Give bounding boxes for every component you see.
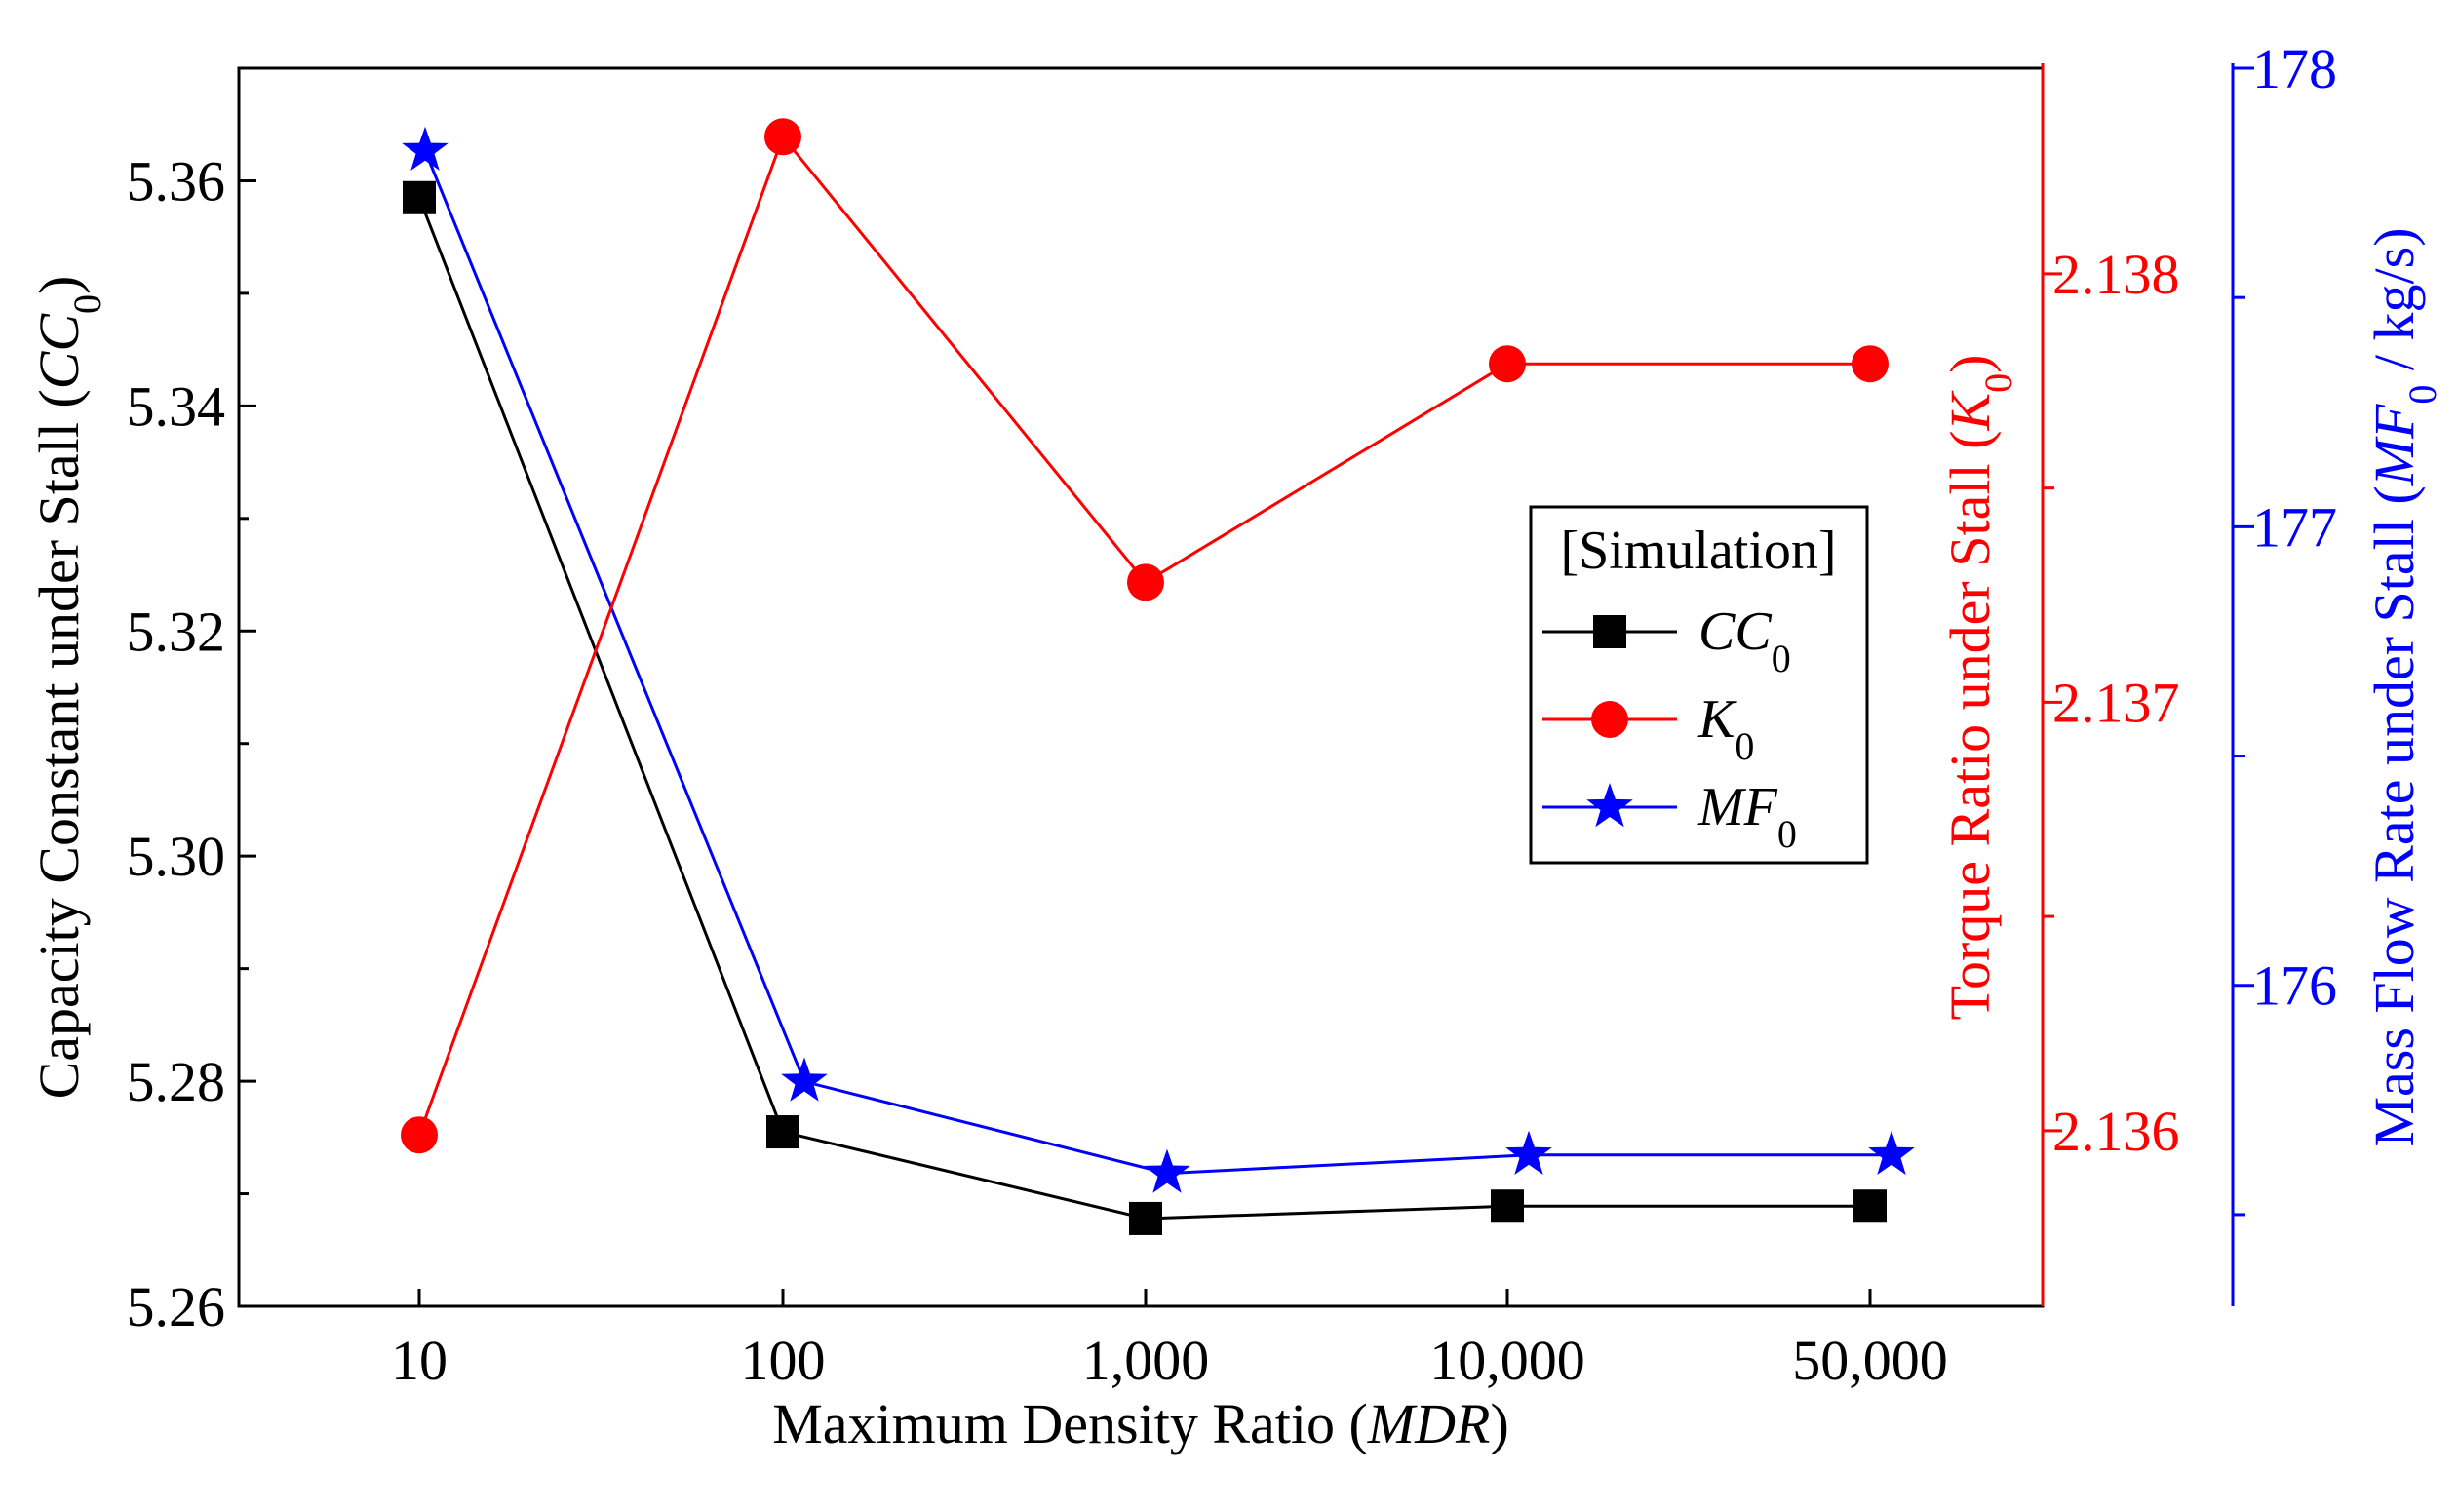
series-CC0 [403, 180, 1887, 1235]
data-point-K0 [1852, 345, 1889, 383]
x-axis-title-var: MDR [1367, 1392, 1491, 1455]
y-left-tick-label: 5.26 [127, 1275, 226, 1338]
legend-label-var: CC [1698, 601, 1772, 662]
y-left-ticks: 5.26 5.28 5.30 5.32 5.34 5.36 [127, 149, 256, 1338]
legend-label-var: MF [1697, 777, 1778, 837]
legend-label-K0: K0 [1697, 689, 1754, 768]
y-left-tick-label: 5.36 [127, 149, 226, 213]
legend-marker-CC0 [1593, 615, 1626, 648]
data-point-K0 [1489, 345, 1526, 383]
data-point-K0 [764, 118, 801, 156]
y-left-title-sub: 0 [65, 294, 109, 314]
y-right1-title-text: Torque Ratio under Stall ( [1938, 431, 2002, 1021]
legend-label-MF0: MF0 [1697, 777, 1797, 856]
legend-title: [Simulation] [1560, 521, 1836, 581]
legend-box [1529, 505, 1869, 865]
y-left-title-var: CC [27, 313, 91, 390]
data-point-MF0 [1505, 1130, 1552, 1175]
y-right2-title-close: / kg/s) [2362, 227, 2426, 384]
data-point-MF0 [402, 126, 448, 171]
data-point-CC0 [766, 1115, 800, 1149]
y-right1-title-sub: 0 [1976, 373, 2020, 393]
y-right1-axis-title: Torque Ratio under Stall (K0) [1938, 355, 2020, 1021]
y-left-tick-label: 5.28 [127, 1050, 226, 1113]
legend-label-CC0: CC0 [1698, 601, 1791, 680]
data-point-K0 [1127, 563, 1164, 601]
y-left-title-close: ) [27, 276, 91, 294]
legend-entry-CC0: CC0 [1542, 601, 1791, 680]
data-point-MF0 [1144, 1148, 1190, 1193]
y-right2-tick-label: 178 [2252, 37, 2337, 100]
data-point-MF0 [781, 1057, 828, 1102]
x-tick-label: 50,000 [1792, 1329, 1948, 1392]
legend-label-sub: 0 [1777, 812, 1797, 856]
legend-marker-MF0 [1586, 783, 1633, 828]
data-point-CC0 [1129, 1201, 1162, 1235]
y-right2-tick-label: 176 [2252, 954, 2337, 1018]
data-point-CC0 [403, 180, 436, 214]
y-right1-title-close: ) [1938, 355, 2002, 373]
y-right2-title-text: Mass Flow Rate under Stall ( [2362, 485, 2426, 1146]
data-point-CC0 [1853, 1189, 1887, 1223]
y-right2-tick-label: 177 [2252, 495, 2337, 559]
y-right1-tick-label: 2.138 [2052, 243, 2180, 306]
x-axis-title: Maximum Density Ratio (MDR) [772, 1392, 1509, 1455]
data-point-CC0 [1491, 1189, 1524, 1223]
legend-entry-MF0: MF0 [1542, 777, 1797, 856]
legend-label-sub: 0 [1772, 637, 1791, 680]
y-right2-ticks: 176 177 178 [2233, 37, 2337, 1217]
y-right1-title-var: K [1938, 390, 2002, 432]
y-right1-ticks: 2.136 2.137 2.138 [2043, 243, 2180, 1163]
y-left-tick-label: 5.34 [127, 374, 226, 438]
y-right2-title-var: MF [2362, 404, 2426, 486]
x-ticks: 10 100 1,000 10,000 50,000 [391, 1289, 1948, 1392]
x-axis-title-text: Maximum Density Ratio ( [772, 1392, 1368, 1455]
legend-label-var: K [1697, 689, 1737, 750]
legend-entry-K0: K0 [1542, 689, 1754, 768]
x-tick-label: 1,000 [1082, 1329, 1210, 1392]
x-axis-title-close: ) [1490, 1392, 1508, 1455]
y-left-tick-label: 5.32 [127, 600, 226, 663]
x-tick-label: 10,000 [1429, 1329, 1585, 1392]
series-layer [401, 118, 1915, 1235]
y-right1-tick-label: 2.137 [2052, 671, 2180, 734]
data-point-MF0 [1868, 1130, 1915, 1175]
legend-marker-K0 [1591, 701, 1628, 738]
y-right1-tick-label: 2.136 [2052, 1100, 2180, 1163]
series-K0 [401, 118, 1889, 1154]
x-tick-label: 100 [741, 1329, 826, 1392]
x-tick-label: 10 [391, 1329, 448, 1392]
data-point-K0 [401, 1116, 438, 1154]
y-left-tick-label: 5.30 [127, 825, 226, 888]
y-right2-axis-title: Mass Flow Rate under Stall (MF0 / kg/s) [2362, 227, 2444, 1146]
series-MF0 [402, 126, 1915, 1193]
legend-label-sub: 0 [1735, 724, 1754, 768]
y-left-title-text: Capacity Constant under Stall ( [27, 389, 91, 1099]
y-right2-title-sub: 0 [2400, 385, 2444, 405]
y-left-axis-title: Capacity Constant under Stall (CC0) [27, 276, 109, 1100]
